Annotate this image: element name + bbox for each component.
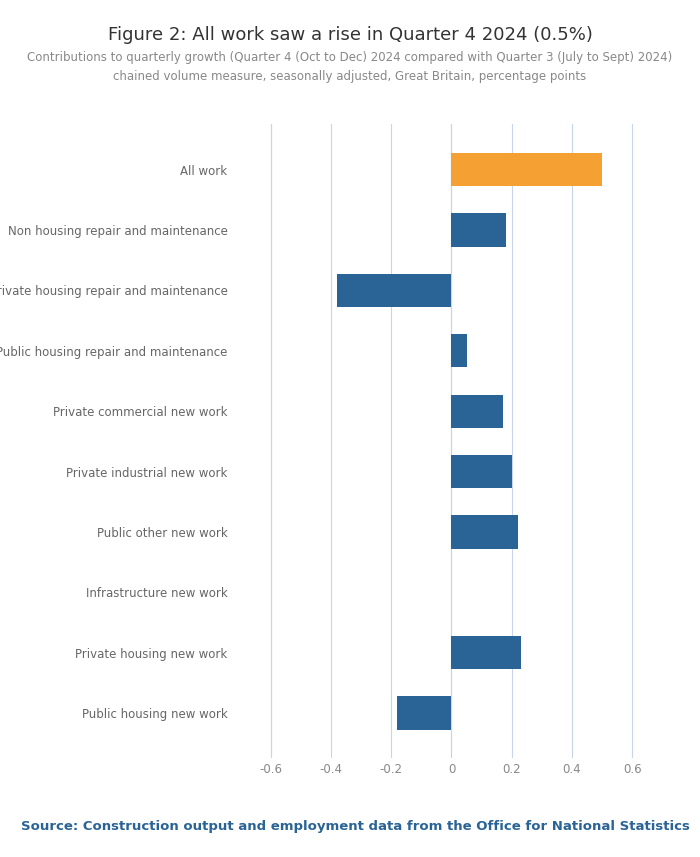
Bar [452, 153, 602, 186]
Bar [452, 394, 503, 428]
Bar [452, 455, 512, 488]
Bar [337, 274, 452, 307]
Bar [452, 515, 518, 548]
Text: Contributions to quarterly growth (Quarter 4 (Oct to Dec) 2024 compared with Qua: Contributions to quarterly growth (Quart… [27, 51, 673, 83]
Bar [452, 636, 521, 669]
Bar [397, 697, 452, 729]
Text: Source: Construction output and employment data from the Office for National Sta: Source: Construction output and employme… [21, 820, 690, 833]
Bar [452, 213, 505, 247]
Text: Figure 2: All work saw a rise in Quarter 4 2024 (0.5%): Figure 2: All work saw a rise in Quarter… [108, 26, 592, 44]
Bar [452, 334, 467, 368]
